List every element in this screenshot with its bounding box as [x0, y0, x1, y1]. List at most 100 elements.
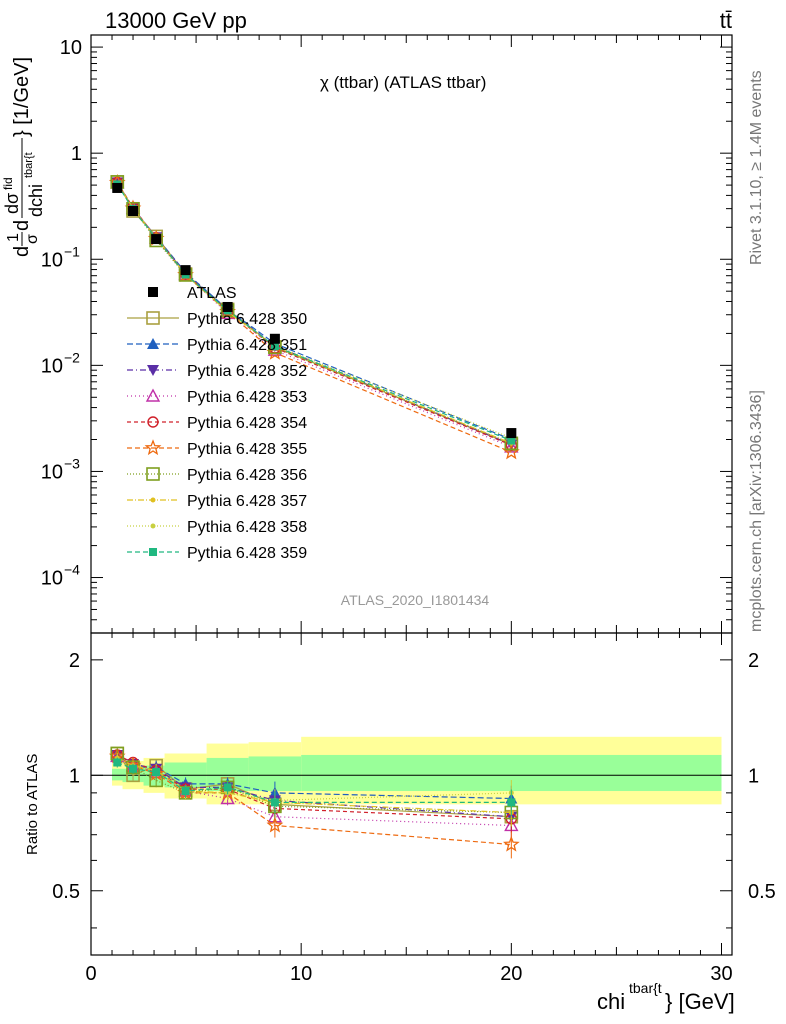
legend-entry: Pythia 6.428 352: [127, 363, 307, 380]
legend-marker: [150, 497, 156, 503]
legend-marker: [148, 287, 158, 297]
svg-text:dchi: dchi: [26, 184, 46, 217]
ratio-y-tick-label: 0.5: [52, 881, 80, 903]
main-y-tick-label: 10: [41, 249, 63, 271]
legend-marker: [146, 467, 160, 481]
chart-title: χ (ttbar) (ATLAS ttbar): [320, 73, 486, 92]
ratio-point: [223, 783, 232, 792]
series-line: [116, 181, 512, 446]
data-point: [269, 333, 280, 344]
legend-label: ATLAS: [187, 285, 237, 302]
ratio-point: [152, 768, 161, 777]
series-point: [266, 343, 284, 360]
x-axis-label: chi tbar{t } [GeV]: [597, 980, 735, 1014]
main-y-tick-exponent: −3: [64, 455, 80, 471]
legend-marker: [145, 388, 161, 402]
main-y-tick-label: 10: [60, 37, 82, 59]
svg-text:d: d: [11, 220, 33, 231]
main-y-tick-exponent: −4: [64, 562, 80, 578]
legend-label: Pythia 6.428 359: [187, 545, 307, 562]
mcplots-credit-label: mcplots.cern.ch [arXiv:1306.3436]: [748, 390, 765, 632]
legend-entry: Pythia 6.428 350: [127, 311, 307, 328]
rivet-version-label: Rivet 3.1.10, ≥ 1.4M events: [748, 70, 765, 265]
legend-marker: [147, 365, 159, 376]
data-point: [506, 428, 517, 439]
ratio-y-tick-label-right: 1: [748, 765, 759, 787]
series-line: [116, 182, 512, 448]
ratio-y-tick-label-right: 2: [748, 650, 759, 672]
ratio-y-tick-label: 1: [69, 765, 80, 787]
x-axis-label-superscript: tbar{t: [629, 980, 662, 996]
series-line: [116, 181, 512, 444]
data-point: [222, 301, 233, 312]
legend-label: Pythia 6.428 353: [187, 389, 307, 406]
legend-label: Pythia 6.428 354: [187, 415, 307, 432]
legend-marker: [147, 416, 159, 428]
legend-entry: Pythia 6.428 355: [127, 439, 307, 458]
data-point: [112, 182, 123, 193]
legend-label: Pythia 6.428 356: [187, 467, 307, 484]
x-axis-label-unit: } [GeV]: [665, 989, 735, 1014]
ratio-point: [113, 758, 122, 767]
ratio-point: [129, 764, 138, 773]
header-energy-label: 13000 GeV pp: [105, 8, 247, 33]
legend-marker: [150, 523, 156, 529]
legend-entry: Pythia 6.428 359: [127, 545, 307, 562]
series-line: [116, 181, 512, 446]
series-line: [116, 182, 512, 441]
legend-label: Pythia 6.428 355: [187, 441, 307, 458]
x-axis-label-main: chi: [597, 989, 625, 1014]
ratio-point: [266, 816, 284, 833]
legend-label: Pythia 6.428 358: [187, 519, 307, 536]
analysis-tag: ATLAS_2020_I1801434: [341, 592, 490, 608]
x-tick-label: 30: [710, 963, 732, 985]
legend-marker: [147, 338, 159, 349]
data-point: [180, 265, 191, 276]
legend-entry: ATLAS: [148, 285, 237, 302]
svg-text:d: d: [11, 246, 33, 257]
series-point: [507, 436, 516, 445]
legend-entry: Pythia 6.428 354: [127, 415, 307, 432]
main-y-axis-label: d 1 σ d dσ fid dchi tbar{t } [1/GeV]: [1, 57, 46, 257]
legend-label: Pythia 6.428 350: [187, 311, 307, 328]
ratio-panel: 0.5 0.5 1 1 2 2: [52, 632, 776, 956]
series-line: [116, 184, 512, 442]
stat-uncertainty-band: [112, 768, 123, 781]
legend: ATLAS Pythia 6.428 350 Pythia 6.428 351 Pyt…: [127, 285, 307, 562]
ratio-point: [181, 787, 190, 796]
series-point: [219, 303, 236, 319]
ratio-y-tick-label: 2: [69, 650, 80, 672]
series-line: [116, 181, 512, 446]
legend-entry: Pythia 6.428 351: [127, 337, 307, 354]
ratio-y-axis-label: Ratio to ATLAS: [24, 754, 41, 855]
x-tick-label: 10: [290, 963, 312, 985]
series-point: [270, 342, 279, 351]
legend-marker: [146, 311, 160, 325]
ratio-point: [270, 798, 279, 807]
legend-entry: Pythia 6.428 356: [127, 467, 307, 484]
x-tick-label: 0: [85, 963, 96, 985]
ratio-panel-frame: [90, 632, 733, 956]
svg-text:1: 1: [5, 233, 22, 242]
main-y-tick-label: 1: [71, 143, 82, 165]
legend-label: Pythia 6.428 352: [187, 363, 307, 380]
ratio-point: [502, 835, 520, 852]
main-y-tick-label: 10: [41, 461, 63, 483]
ratio-y-tick-label-right: 0.5: [748, 881, 776, 903]
legend-marker: [149, 548, 157, 556]
ratio-point: [507, 798, 516, 807]
legend-entry: Pythia 6.428 357: [127, 493, 307, 510]
svg-text:fid: fid: [1, 177, 15, 190]
legend-label: Pythia 6.428 351: [187, 337, 307, 354]
svg-text:tbar{t: tbar{t: [23, 152, 35, 178]
main-panel-frame: [90, 34, 733, 634]
data-point: [151, 234, 162, 245]
main-y-unit: } [1/GeV]: [11, 57, 33, 137]
x-tick-label: 20: [500, 963, 522, 985]
svg-text:dσ: dσ: [2, 193, 22, 214]
legend-entry: Pythia 6.428 358: [127, 519, 307, 536]
data-point: [128, 206, 139, 217]
legend-entry: Pythia 6.428 353: [127, 388, 307, 406]
